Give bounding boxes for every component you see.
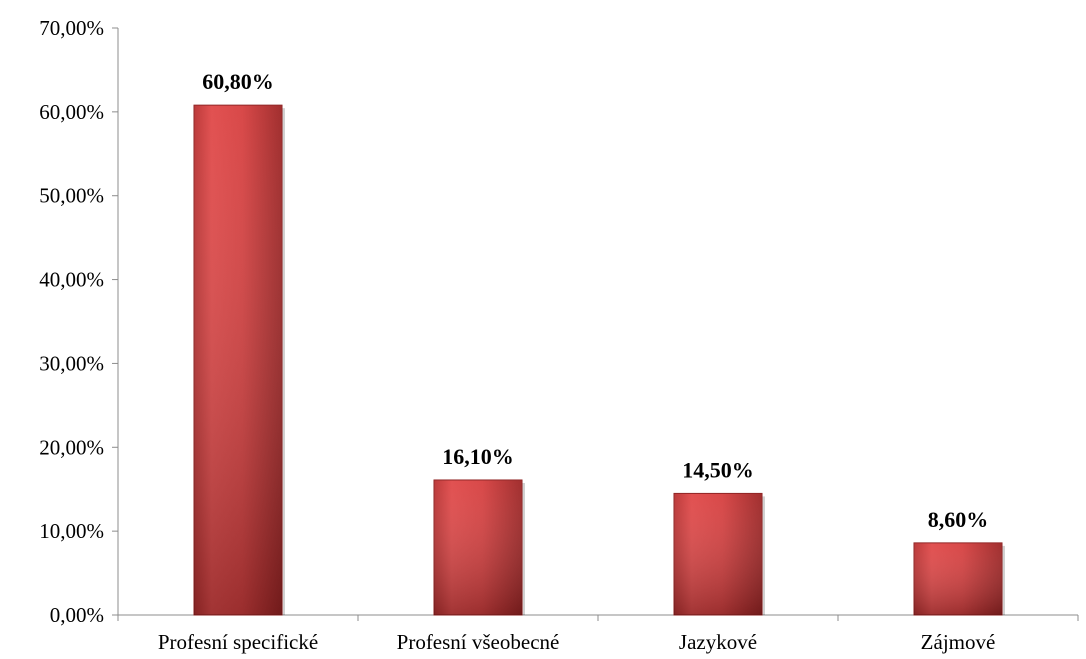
bar-shading <box>914 542 1002 615</box>
labels: 0,00% 10,00% 20,00% 30,00% 40,00% 50,00% 60,00… <box>39 16 995 654</box>
bar-shading <box>674 493 762 615</box>
y-tick-label: 60,00% <box>39 100 104 124</box>
y-tick-label: 70,00% <box>39 16 104 40</box>
y-tick-label: 10,00% <box>39 519 104 543</box>
y-tick-label: 30,00% <box>39 351 104 375</box>
data-label: 8,60% <box>928 507 989 532</box>
data-label: 14,50% <box>682 457 754 482</box>
bars <box>193 104 1005 616</box>
data-label: 60,80% <box>202 69 274 94</box>
x-tick-label: Profesní všeobecné <box>397 630 560 654</box>
x-tick-label: Zájmové <box>921 630 996 654</box>
bar-shading <box>434 479 522 615</box>
x-tick-label: Jazykové <box>679 630 757 654</box>
y-tick-label: 20,00% <box>39 435 104 459</box>
y-tick-label: 0,00% <box>50 603 104 627</box>
x-tick-label: Profesní specifické <box>158 630 318 654</box>
data-label: 16,10% <box>442 444 514 469</box>
y-tick-label: 50,00% <box>39 184 104 208</box>
bar-shading <box>194 105 282 616</box>
y-tick-label: 40,00% <box>39 268 104 292</box>
